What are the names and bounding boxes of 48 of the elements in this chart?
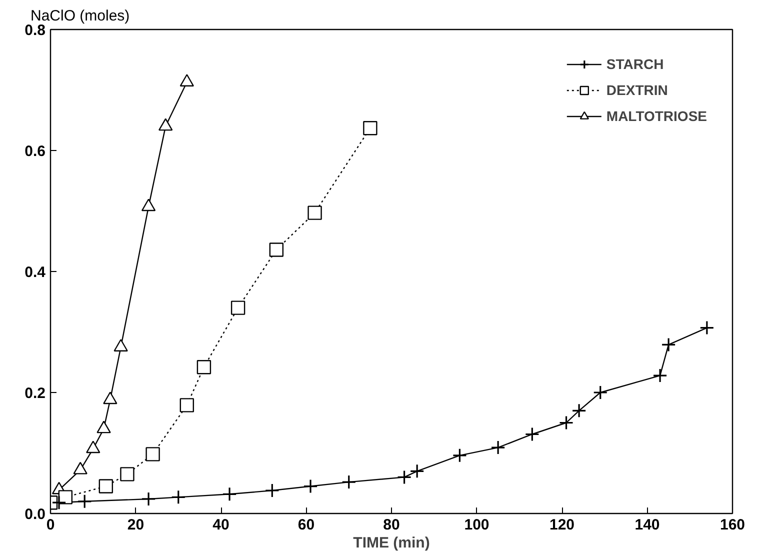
y-axis-title: NaClO (moles) [30,8,130,24]
x-tick-label: 60 [298,516,315,534]
y-tick-label: 0.0 [24,506,46,523]
point [230,300,246,315]
x-tick-label: 0 [46,516,55,534]
legend-label: MALTOTRIOSE [606,108,707,124]
point [558,415,574,430]
y-tick-label: 0.4 [24,264,46,281]
y-tick-label: 0.2 [24,385,46,402]
legend-label: DEXTRIN [606,82,668,98]
point [396,470,412,484]
x-tick-label: 100 [464,516,490,534]
point [120,467,134,482]
point [363,121,378,136]
point [146,447,160,462]
point [452,448,467,463]
point [141,492,156,506]
point [98,479,114,494]
point [572,403,586,418]
point [171,490,186,504]
point [196,360,212,374]
x-tick-label: 140 [634,516,660,534]
point [222,486,237,502]
point [52,495,66,510]
x-tick-label: 80 [383,516,400,534]
point [77,494,92,509]
point [342,474,356,490]
point [180,398,194,412]
point [303,478,318,494]
x-tick-label: 160 [720,516,746,534]
point [58,490,73,504]
point [593,385,608,400]
legend-label: STARCH [606,56,664,72]
point [410,464,424,478]
y-tick-label: 0.6 [24,143,46,160]
x-tick-label: 20 [127,516,144,534]
point [264,483,280,498]
point [269,242,284,257]
point [652,368,668,383]
point [490,440,506,455]
x-tick-label: 120 [549,516,575,534]
point [661,337,676,352]
x-axis-title: TIME (min) [353,534,430,552]
x-tick-label: 40 [212,516,230,534]
point [308,206,322,220]
point [700,320,714,336]
point [524,426,540,442]
y-tick-label: 0.8 [24,22,46,39]
